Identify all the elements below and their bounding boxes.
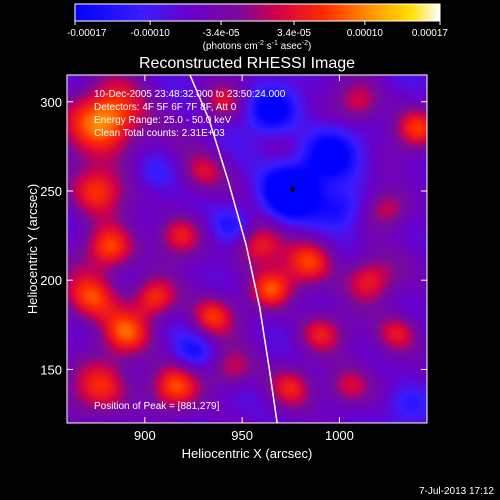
y-tick-label: 300 — [40, 95, 62, 110]
colorbar-tick-label: 3.4e-05 — [277, 28, 311, 39]
annotation-peak: Position of Peak = [881,279] — [94, 401, 220, 412]
plot-frame — [66, 74, 428, 424]
annotations: 10-Dec-2005 23:48:32.000 to 23:50:24.000… — [94, 89, 286, 412]
annotation-time-range: 10-Dec-2005 23:48:32.000 to 23:50:24.000 — [94, 89, 286, 100]
y-tick-label: 150 — [40, 362, 62, 377]
y-tick-label: 200 — [40, 273, 62, 288]
x-tick-label: 1000 — [325, 428, 354, 443]
colorbar-frame — [74, 3, 441, 22]
annotation-energy: Energy Range: 25.0 - 50.0 keV — [94, 115, 232, 126]
x-axis-label: Heliocentric X (arcsec) — [182, 446, 313, 461]
plot-area — [67, 75, 427, 423]
annotation-counts: Clean Total counts: 2.31E+03 — [94, 128, 225, 139]
colorbar-gradient — [75, 4, 440, 21]
colorbar-tick-label: -0.00017 — [67, 28, 107, 39]
colorbar-tick-label: 0.00010 — [347, 28, 384, 39]
peak-marker — [290, 186, 296, 192]
chart-title: Reconstructed RHESSI Image — [139, 55, 355, 72]
y-axis-ticks: 150 200 250 300 — [40, 95, 427, 377]
colorbar-tick-label: 0.00017 — [412, 28, 449, 39]
colorbar-tick-label: -0.00010 — [130, 28, 170, 39]
solar-limb-curve — [189, 75, 278, 423]
colorbar-ticks: -0.00017 -0.00010 -3.4e-05 3.4e-05 0.00010 0.… — [67, 21, 448, 39]
date-stamp: 7-Jul-2013 17:12 — [419, 486, 494, 497]
y-axis-label: Heliocentric Y (arcsec) — [25, 184, 40, 314]
annotation-detectors: Detectors: 4F 5F 6F 7F 8F, Att 0 — [94, 102, 237, 113]
x-tick-label: 950 — [231, 428, 253, 443]
y-tick-label: 250 — [40, 184, 62, 199]
x-axis-ticks: 900 950 1000 — [134, 75, 354, 443]
colorbar-units: (photons cm-2 s-1 asec-2) — [203, 40, 312, 52]
colorbar-tick-label: -3.4e-05 — [202, 28, 240, 39]
x-tick-label: 900 — [134, 428, 156, 443]
colorbar: -0.00017 -0.00010 -3.4e-05 3.4e-05 0.00010 0.… — [67, 3, 448, 52]
